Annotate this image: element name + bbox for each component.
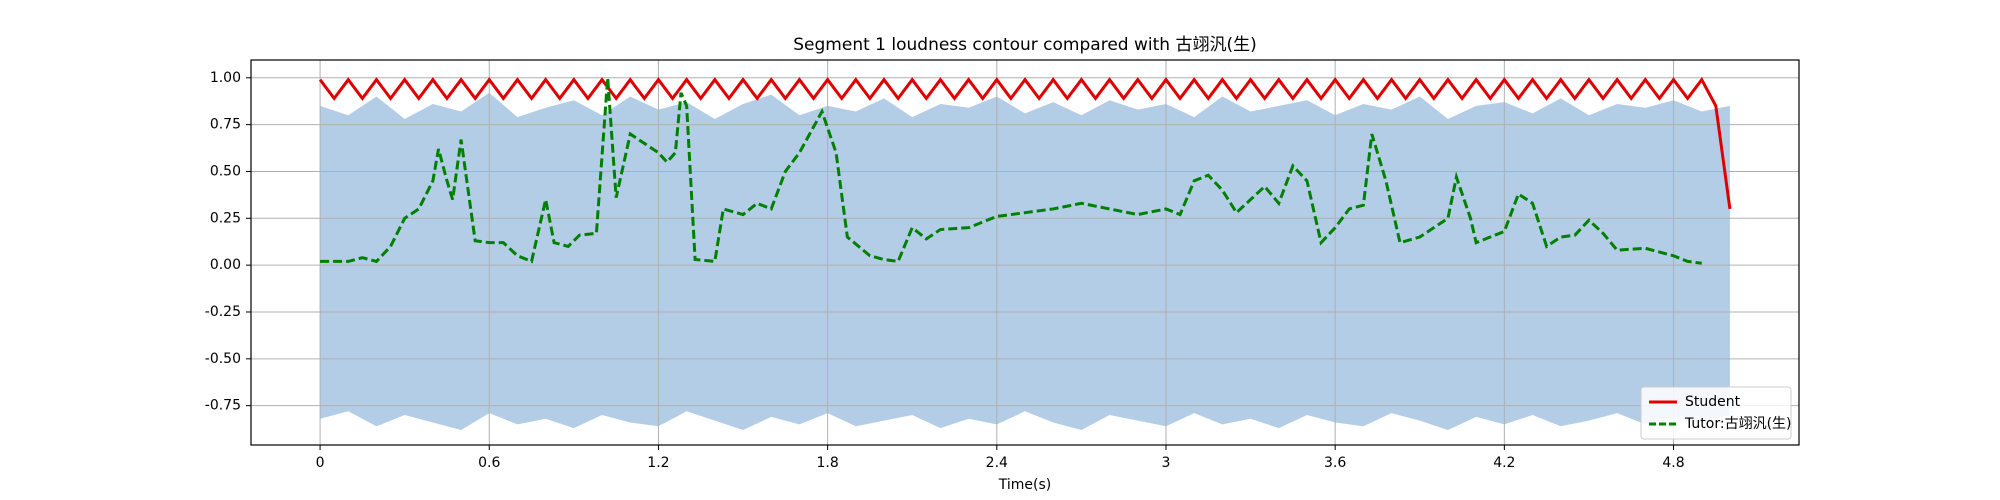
y-tick-label: -0.50 [205,351,241,367]
x-tick-label: 3.6 [1324,455,1346,471]
waveform [320,92,1730,431]
x-tick-label: 0 [316,455,325,471]
x-tick-label: 4.2 [1493,455,1515,471]
legend-label: Tutor:古翊汎(生) [1684,416,1792,432]
x-tick-label: 4.8 [1662,455,1684,471]
x-tick-label: 1.8 [816,455,838,471]
legend: Student Tutor:古翊汎(生) [1640,386,1792,440]
x-tick-label: 1.2 [647,455,669,471]
x-axis-label: Time(s) [998,477,1051,493]
x-tick-label: 3 [1162,455,1171,471]
y-tick-label: 1.00 [210,70,241,86]
y-tick-label: -0.25 [205,304,241,320]
y-tick-label: -0.75 [205,398,241,414]
series-line [320,77,1702,265]
y-tick-label: 0.50 [210,163,241,179]
y-tick-label: 0.75 [210,117,241,133]
plot-frame [250,59,1800,446]
y-tick-label: 0.25 [210,210,241,226]
y-tick-label: 0.00 [210,257,241,273]
series-line [318,76,1732,210]
legend-label: Student [1685,394,1741,410]
chart-title: Segment 1 loudness contour compared with… [793,35,1256,55]
legend-box [1640,386,1792,440]
x-tick-label: 0.6 [478,455,500,471]
x-tick-label: 2.4 [986,455,1008,471]
